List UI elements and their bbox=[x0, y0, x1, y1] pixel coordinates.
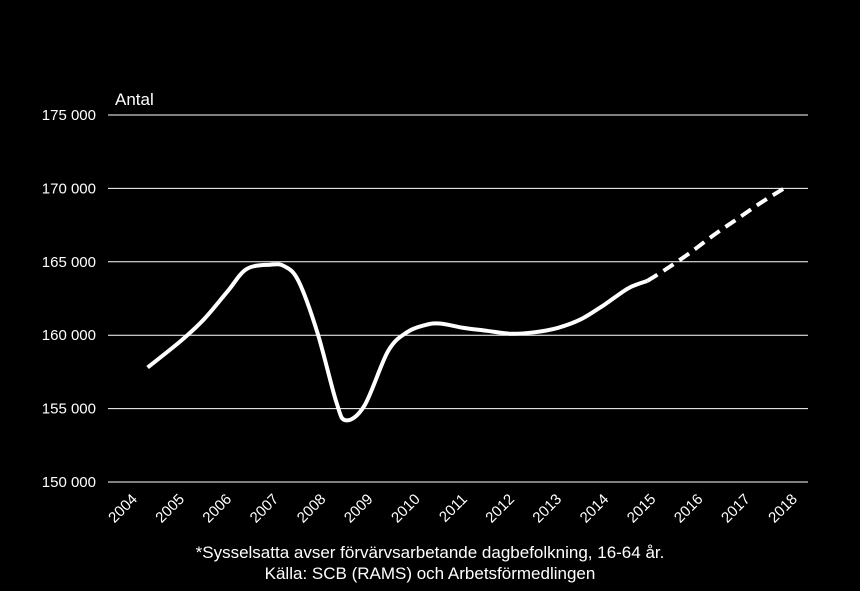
x-tick-label: 2013 bbox=[529, 491, 565, 527]
x-tick-label: 2014 bbox=[577, 491, 613, 527]
y-axis-ticks: 150 000 155 000 160 000 165 000 170 000 175 0… bbox=[42, 107, 96, 491]
x-tick-label: 2017 bbox=[718, 491, 754, 527]
x-tick-label: 2007 bbox=[247, 491, 283, 527]
footnote-source: Källa: SCB (RAMS) och Arbetsförmedlingen bbox=[264, 564, 596, 583]
y-tick-label: 150 000 bbox=[42, 474, 96, 491]
x-tick-label: 2004 bbox=[105, 491, 141, 527]
footnote-definition: *Sysselsatta avser förvärvsarbetande dag… bbox=[195, 543, 665, 562]
x-axis-ticks: 2004 2005 2006 2007 2008 2009 2010 2011 2012 2013… bbox=[105, 491, 801, 527]
x-tick-label: 2010 bbox=[388, 491, 424, 527]
y-tick-label: 155 000 bbox=[42, 401, 96, 418]
series-lines bbox=[146, 186, 786, 423]
gridlines bbox=[108, 114, 808, 483]
x-tick-label: 2016 bbox=[671, 491, 707, 527]
forecast-line bbox=[646, 186, 786, 283]
x-tick-label: 2009 bbox=[341, 491, 377, 527]
x-tick-label: 2008 bbox=[294, 491, 330, 527]
x-tick-label: 2011 bbox=[436, 491, 471, 526]
y-tick-label: 175 000 bbox=[42, 107, 96, 124]
y-tick-label: 160 000 bbox=[42, 327, 96, 344]
x-tick-label: 2015 bbox=[624, 491, 660, 527]
x-tick-label: 2006 bbox=[199, 491, 235, 527]
x-tick-label: 2005 bbox=[152, 491, 188, 527]
y-axis-label: Antal bbox=[115, 90, 154, 109]
x-tick-label: 2012 bbox=[482, 491, 518, 527]
actual-line bbox=[146, 262, 649, 423]
y-tick-label: 170 000 bbox=[42, 180, 96, 197]
y-tick-label: 165 000 bbox=[42, 254, 96, 271]
x-tick-label: 2018 bbox=[765, 491, 801, 527]
